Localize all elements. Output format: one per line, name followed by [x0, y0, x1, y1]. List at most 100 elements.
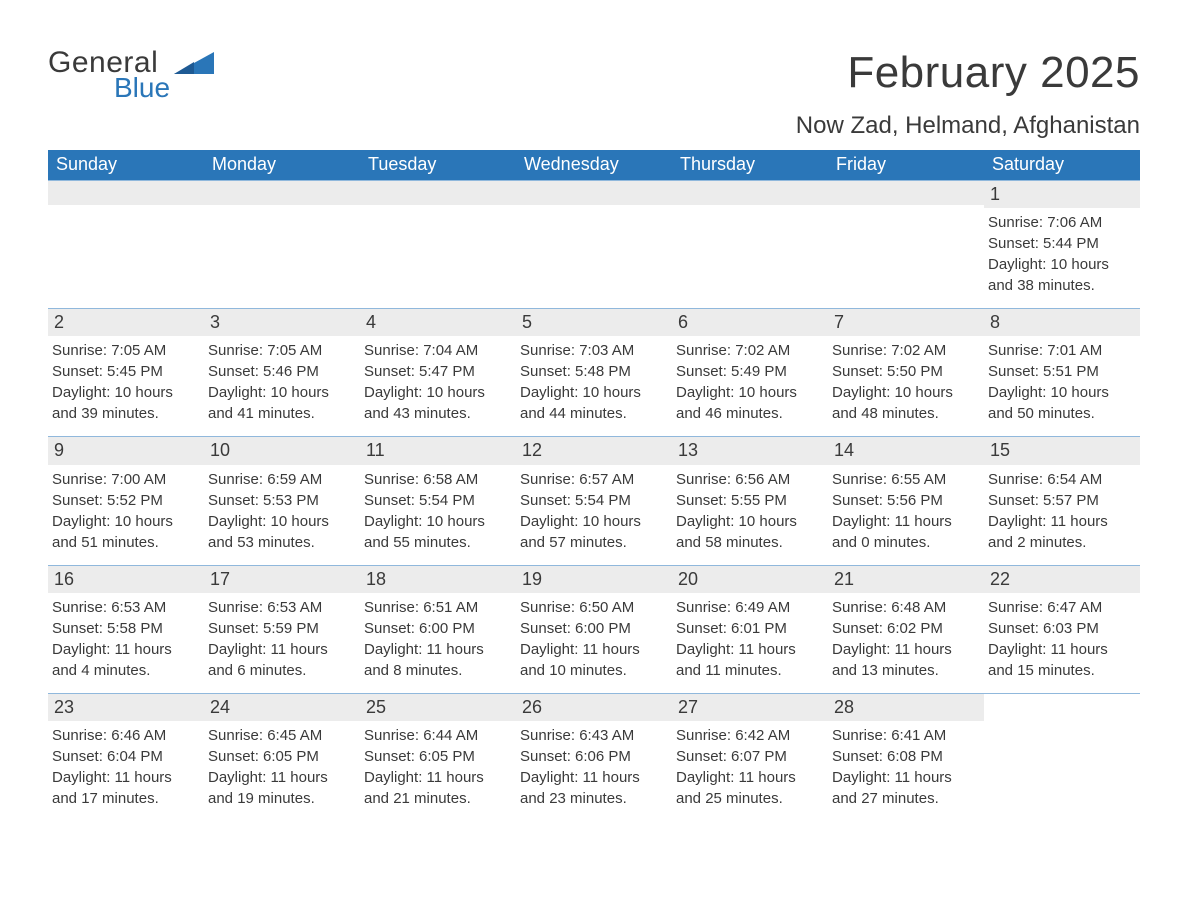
day-number: 12	[516, 437, 672, 464]
sunrise-text: Sunrise: 6:55 AM	[832, 469, 978, 490]
daylight-text: Daylight: 10 hours and 43 minutes.	[364, 382, 510, 424]
sunrise-text: Sunrise: 6:47 AM	[988, 597, 1134, 618]
day-info: Sunrise: 7:05 AMSunset: 5:45 PMDaylight:…	[50, 340, 198, 424]
location: Now Zad, Helmand, Afghanistan	[796, 112, 1140, 140]
day-number: 8	[984, 309, 1140, 336]
day-info: Sunrise: 7:05 AMSunset: 5:46 PMDaylight:…	[206, 340, 354, 424]
day-cell: 28Sunrise: 6:41 AMSunset: 6:08 PMDayligh…	[828, 694, 984, 821]
sunrise-text: Sunrise: 6:50 AM	[520, 597, 666, 618]
sunset-text: Sunset: 5:46 PM	[208, 361, 354, 382]
day-number: 24	[204, 694, 360, 721]
week-row: 1Sunrise: 7:06 AMSunset: 5:44 PMDaylight…	[48, 180, 1140, 308]
sunrise-text: Sunrise: 7:05 AM	[52, 340, 198, 361]
day-info: Sunrise: 6:56 AMSunset: 5:55 PMDaylight:…	[674, 469, 822, 553]
weekday-header: Wednesday	[516, 150, 672, 180]
sunrise-text: Sunrise: 6:56 AM	[676, 469, 822, 490]
day-info: Sunrise: 6:50 AMSunset: 6:00 PMDaylight:…	[518, 597, 666, 681]
week-row: 9Sunrise: 7:00 AMSunset: 5:52 PMDaylight…	[48, 436, 1140, 564]
logo: General Blue	[48, 48, 214, 102]
day-info: Sunrise: 7:01 AMSunset: 5:51 PMDaylight:…	[986, 340, 1134, 424]
sunrise-text: Sunrise: 7:00 AM	[52, 469, 198, 490]
daylight-text: Daylight: 11 hours and 19 minutes.	[208, 767, 354, 809]
sunrise-text: Sunrise: 6:43 AM	[520, 725, 666, 746]
daylight-text: Daylight: 10 hours and 50 minutes.	[988, 382, 1134, 424]
sunset-text: Sunset: 5:49 PM	[676, 361, 822, 382]
day-number: 14	[828, 437, 984, 464]
day-number: 23	[48, 694, 204, 721]
logo-text: General Blue	[48, 48, 170, 102]
day-number: 20	[672, 566, 828, 593]
day-number: 7	[828, 309, 984, 336]
day-cell: 11Sunrise: 6:58 AMSunset: 5:54 PMDayligh…	[360, 437, 516, 564]
sunset-text: Sunset: 5:52 PM	[52, 490, 198, 511]
day-info: Sunrise: 6:48 AMSunset: 6:02 PMDaylight:…	[830, 597, 978, 681]
sunrise-text: Sunrise: 7:06 AM	[988, 212, 1134, 233]
daylight-text: Daylight: 11 hours and 21 minutes.	[364, 767, 510, 809]
sunrise-text: Sunrise: 6:45 AM	[208, 725, 354, 746]
weekday-header-row: Sunday Monday Tuesday Wednesday Thursday…	[48, 150, 1140, 180]
day-cell: 23Sunrise: 6:46 AMSunset: 6:04 PMDayligh…	[48, 694, 204, 821]
day-info: Sunrise: 7:02 AMSunset: 5:49 PMDaylight:…	[674, 340, 822, 424]
week-row: 16Sunrise: 6:53 AMSunset: 5:58 PMDayligh…	[48, 565, 1140, 693]
sunrise-text: Sunrise: 6:57 AM	[520, 469, 666, 490]
day-info: Sunrise: 6:59 AMSunset: 5:53 PMDaylight:…	[206, 469, 354, 553]
day-cell: 5Sunrise: 7:03 AMSunset: 5:48 PMDaylight…	[516, 309, 672, 436]
title-block: February 2025 Now Zad, Helmand, Afghanis…	[796, 48, 1140, 140]
day-number: 10	[204, 437, 360, 464]
weekday-header: Tuesday	[360, 150, 516, 180]
sunrise-text: Sunrise: 6:53 AM	[208, 597, 354, 618]
day-cell: 27Sunrise: 6:42 AMSunset: 6:07 PMDayligh…	[672, 694, 828, 821]
empty-day-bar	[672, 181, 828, 205]
day-info: Sunrise: 7:03 AMSunset: 5:48 PMDaylight:…	[518, 340, 666, 424]
day-info: Sunrise: 6:55 AMSunset: 5:56 PMDaylight:…	[830, 469, 978, 553]
sunset-text: Sunset: 5:48 PM	[520, 361, 666, 382]
daylight-text: Daylight: 11 hours and 13 minutes.	[832, 639, 978, 681]
daylight-text: Daylight: 11 hours and 8 minutes.	[364, 639, 510, 681]
day-number: 4	[360, 309, 516, 336]
day-number: 27	[672, 694, 828, 721]
daylight-text: Daylight: 10 hours and 38 minutes.	[988, 254, 1134, 296]
sunset-text: Sunset: 6:07 PM	[676, 746, 822, 767]
day-cell: 17Sunrise: 6:53 AMSunset: 5:59 PMDayligh…	[204, 566, 360, 693]
day-cell	[828, 181, 984, 308]
daylight-text: Daylight: 11 hours and 11 minutes.	[676, 639, 822, 681]
daylight-text: Daylight: 10 hours and 44 minutes.	[520, 382, 666, 424]
day-cell: 22Sunrise: 6:47 AMSunset: 6:03 PMDayligh…	[984, 566, 1140, 693]
sunset-text: Sunset: 5:53 PM	[208, 490, 354, 511]
day-cell	[672, 181, 828, 308]
daylight-text: Daylight: 11 hours and 6 minutes.	[208, 639, 354, 681]
daylight-text: Daylight: 11 hours and 27 minutes.	[832, 767, 978, 809]
sunset-text: Sunset: 6:00 PM	[364, 618, 510, 639]
day-info: Sunrise: 6:47 AMSunset: 6:03 PMDaylight:…	[986, 597, 1134, 681]
day-cell	[204, 181, 360, 308]
day-info: Sunrise: 6:53 AMSunset: 5:58 PMDaylight:…	[50, 597, 198, 681]
sunrise-text: Sunrise: 6:41 AM	[832, 725, 978, 746]
week-row: 2Sunrise: 7:05 AMSunset: 5:45 PMDaylight…	[48, 308, 1140, 436]
day-info: Sunrise: 6:43 AMSunset: 6:06 PMDaylight:…	[518, 725, 666, 809]
sunset-text: Sunset: 6:00 PM	[520, 618, 666, 639]
sunrise-text: Sunrise: 6:51 AM	[364, 597, 510, 618]
daylight-text: Daylight: 11 hours and 17 minutes.	[52, 767, 198, 809]
day-info: Sunrise: 6:58 AMSunset: 5:54 PMDaylight:…	[362, 469, 510, 553]
daylight-text: Daylight: 10 hours and 39 minutes.	[52, 382, 198, 424]
sunset-text: Sunset: 6:08 PM	[832, 746, 978, 767]
daylight-text: Daylight: 10 hours and 41 minutes.	[208, 382, 354, 424]
day-number: 26	[516, 694, 672, 721]
day-cell: 12Sunrise: 6:57 AMSunset: 5:54 PMDayligh…	[516, 437, 672, 564]
daylight-text: Daylight: 10 hours and 55 minutes.	[364, 511, 510, 553]
weeks-container: 1Sunrise: 7:06 AMSunset: 5:44 PMDaylight…	[48, 180, 1140, 821]
sunrise-text: Sunrise: 7:02 AM	[676, 340, 822, 361]
daylight-text: Daylight: 10 hours and 57 minutes.	[520, 511, 666, 553]
day-number: 25	[360, 694, 516, 721]
sunset-text: Sunset: 5:45 PM	[52, 361, 198, 382]
day-cell: 14 Sunrise: 6:55 AMSunset: 5:56 PMDayligh…	[828, 437, 984, 564]
daylight-text: Daylight: 10 hours and 51 minutes.	[52, 511, 198, 553]
sunset-text: Sunset: 6:06 PM	[520, 746, 666, 767]
day-cell: 24Sunrise: 6:45 AMSunset: 6:05 PMDayligh…	[204, 694, 360, 821]
week-row: 23Sunrise: 6:46 AMSunset: 6:04 PMDayligh…	[48, 693, 1140, 821]
empty-day-bar	[48, 181, 204, 205]
day-cell: 7Sunrise: 7:02 AMSunset: 5:50 PMDaylight…	[828, 309, 984, 436]
sunrise-text: Sunrise: 6:46 AM	[52, 725, 198, 746]
daylight-text: Daylight: 10 hours and 58 minutes.	[676, 511, 822, 553]
daylight-text: Daylight: 11 hours and 25 minutes.	[676, 767, 822, 809]
